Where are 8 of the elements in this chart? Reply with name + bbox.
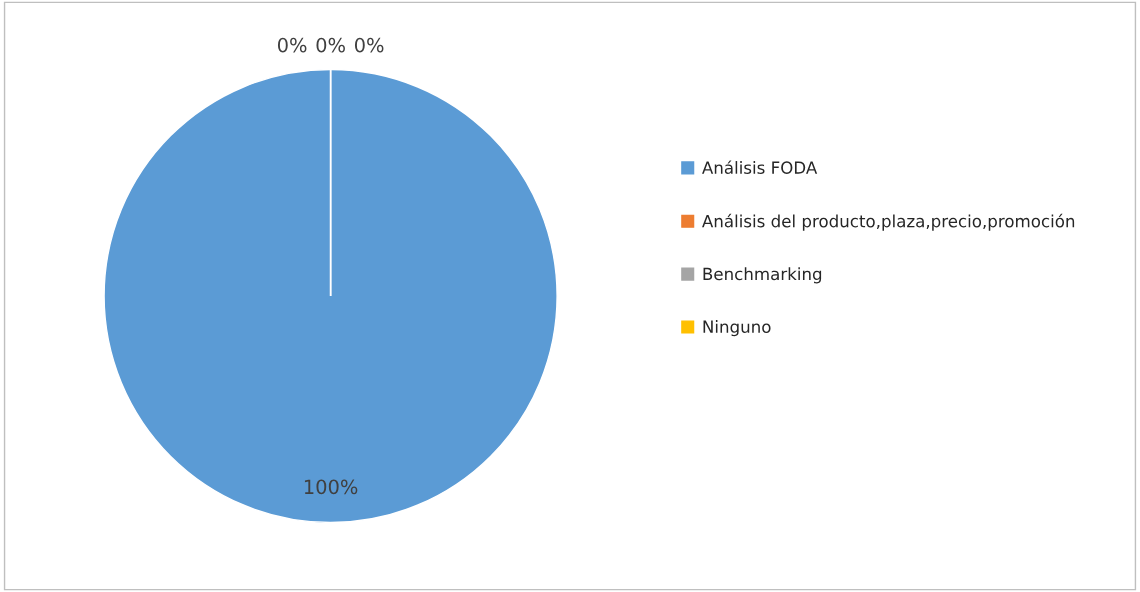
text: 0% [316,37,345,53]
text: 0% [354,37,384,53]
legend-label: Benchmarking [703,267,822,284]
data-label: 100% [304,479,358,495]
legend-label: Ninguno [703,320,771,337]
legend-label: Análisis del producto,plaza,precio,promoción [702,213,1075,231]
text: 0% [277,37,307,53]
legend-label: Análisis FODA [702,160,818,174]
